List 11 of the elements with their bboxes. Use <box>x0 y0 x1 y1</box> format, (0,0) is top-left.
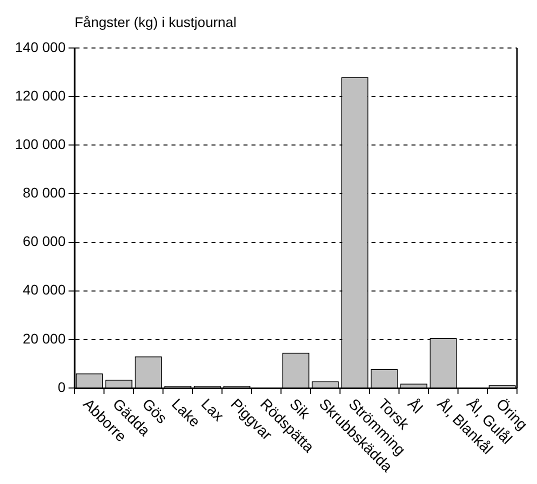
y-tick-label: 60 000 <box>22 233 66 250</box>
y-tick-label: 40 000 <box>22 282 66 298</box>
y-tick-label: 120 000 <box>14 87 66 104</box>
x-tick-label: Lax <box>198 396 228 426</box>
y-tick-label: 100 000 <box>14 136 66 152</box>
y-tick-label: 80 000 <box>22 184 66 201</box>
chart-title: Fångster (kg) i kustjournal <box>74 14 236 30</box>
y-tick-label: 20 000 <box>22 330 66 346</box>
y-tick-label: 0 <box>58 378 66 395</box>
y-tick-label: 140 000 <box>14 38 66 55</box>
x-tick-label: Ål <box>404 395 426 418</box>
